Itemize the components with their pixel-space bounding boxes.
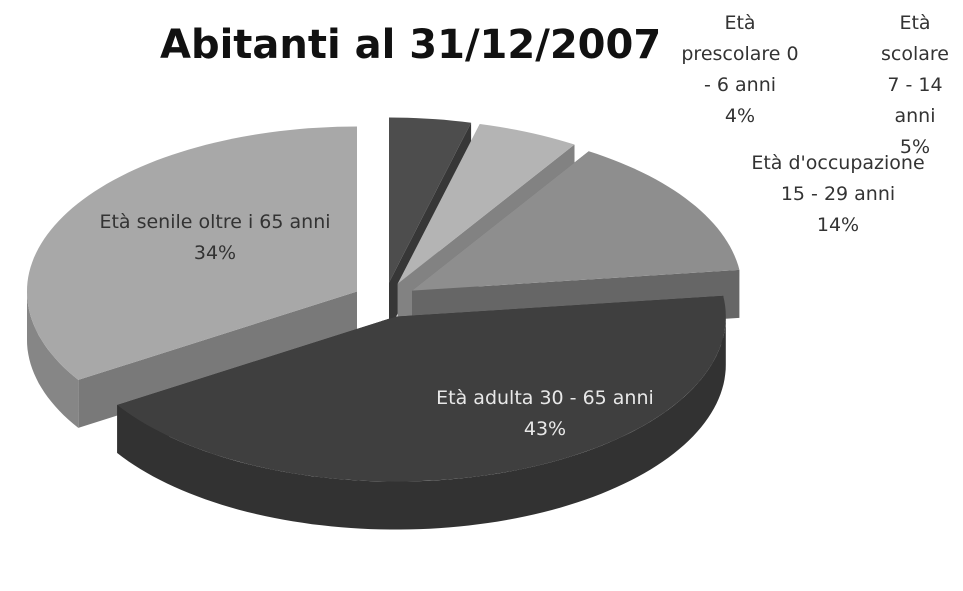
slice bbox=[412, 151, 740, 291]
slice-value: 34% bbox=[193, 242, 237, 264]
slice-label: Età prescolare 0 - 6 anni 4% bbox=[675, 8, 805, 132]
slice-value: 14% bbox=[816, 214, 860, 236]
chart-title: Abitanti al 31/12/2007 bbox=[160, 22, 662, 68]
slice-label: Età scolare 7 - 14 anni 5% bbox=[875, 8, 955, 163]
slice bbox=[27, 126, 357, 380]
slice-value: 4% bbox=[724, 105, 756, 127]
slice-side bbox=[27, 291, 79, 428]
slice-side bbox=[78, 291, 358, 428]
slice-name: Età senile oltre i 65 anni bbox=[99, 211, 331, 233]
slice-name: Età scolare 7 - 14 anni bbox=[881, 12, 949, 127]
slice-name: Età d'occupazione 15 - 29 anni bbox=[751, 152, 925, 205]
slice-name: Età prescolare 0 - 6 anni bbox=[681, 12, 799, 96]
slice bbox=[397, 124, 575, 284]
slice bbox=[117, 295, 726, 482]
slice-value: 5% bbox=[899, 136, 931, 158]
slice-label: Età d'occupazione 15 - 29 anni 14% bbox=[748, 148, 928, 241]
slice-value: 43% bbox=[523, 418, 567, 440]
slice-side bbox=[117, 316, 726, 530]
slice-label: Età senile oltre i 65 anni 34% bbox=[95, 207, 335, 269]
slice bbox=[389, 117, 472, 283]
slice-name: Età adulta 30 - 65 anni bbox=[436, 387, 654, 409]
slice-label: Età adulta 30 - 65 anni 43% bbox=[430, 383, 660, 445]
